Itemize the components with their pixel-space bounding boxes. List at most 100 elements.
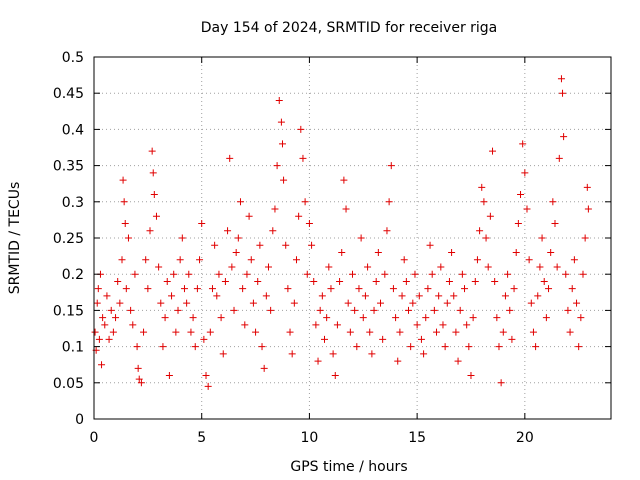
data-point bbox=[381, 270, 389, 278]
grid-lines bbox=[94, 57, 611, 419]
data-point bbox=[342, 205, 350, 213]
data-point bbox=[493, 314, 501, 322]
data-point bbox=[219, 350, 227, 358]
data-point bbox=[450, 292, 458, 300]
data-point bbox=[439, 321, 447, 329]
data-point bbox=[504, 270, 512, 278]
data-point bbox=[540, 277, 548, 285]
data-point bbox=[359, 314, 367, 322]
data-point bbox=[215, 270, 223, 278]
data-point bbox=[340, 176, 348, 184]
data-point bbox=[277, 118, 285, 126]
data-point bbox=[208, 285, 216, 293]
data-point bbox=[245, 212, 253, 220]
data-point bbox=[185, 270, 193, 278]
data-point bbox=[278, 140, 286, 148]
chart-title: Day 154 of 2024, SRMTID for receiver rig… bbox=[201, 20, 498, 36]
data-point bbox=[549, 198, 557, 206]
data-point bbox=[267, 306, 275, 314]
data-point bbox=[148, 147, 156, 155]
data-point bbox=[254, 277, 262, 285]
data-point bbox=[189, 314, 197, 322]
data-point bbox=[456, 306, 464, 314]
y-tick-label: 0 bbox=[75, 412, 84, 428]
data-point bbox=[163, 277, 171, 285]
data-point bbox=[392, 314, 400, 322]
data-point bbox=[517, 191, 525, 199]
data-point bbox=[575, 343, 583, 351]
data-point bbox=[394, 357, 402, 365]
x-tick-label: 0 bbox=[90, 430, 99, 446]
data-point bbox=[241, 321, 249, 329]
data-point bbox=[297, 125, 305, 133]
data-point bbox=[389, 285, 397, 293]
data-point bbox=[109, 328, 117, 336]
data-point bbox=[411, 270, 419, 278]
data-point bbox=[243, 270, 251, 278]
data-point bbox=[323, 314, 331, 322]
data-point bbox=[514, 220, 522, 228]
data-point bbox=[458, 270, 466, 278]
data-point bbox=[99, 314, 107, 322]
data-point bbox=[98, 361, 106, 369]
data-point bbox=[407, 343, 415, 351]
data-point bbox=[198, 220, 206, 228]
data-point bbox=[93, 299, 101, 307]
data-point bbox=[292, 256, 300, 264]
data-point bbox=[336, 277, 344, 285]
data-point bbox=[448, 248, 456, 256]
data-point bbox=[555, 154, 563, 162]
data-point bbox=[527, 299, 535, 307]
data-point bbox=[379, 335, 387, 343]
y-tick-label: 0.2 bbox=[62, 267, 84, 283]
data-point bbox=[202, 372, 210, 380]
data-point bbox=[508, 335, 516, 343]
data-point bbox=[172, 328, 180, 336]
data-point bbox=[534, 292, 542, 300]
data-point bbox=[174, 306, 182, 314]
data-point bbox=[305, 220, 313, 228]
data-point bbox=[200, 335, 208, 343]
data-point bbox=[121, 220, 129, 228]
x-tick-label: 20 bbox=[516, 430, 534, 446]
data-point bbox=[557, 75, 565, 83]
data-point bbox=[417, 335, 425, 343]
data-point bbox=[142, 256, 150, 264]
data-point bbox=[112, 314, 120, 322]
data-point bbox=[486, 212, 494, 220]
data-point bbox=[532, 343, 540, 351]
data-point bbox=[577, 314, 585, 322]
data-point bbox=[310, 277, 318, 285]
data-point bbox=[441, 343, 449, 351]
data-point bbox=[155, 263, 163, 271]
data-point bbox=[583, 183, 591, 191]
data-point bbox=[269, 227, 277, 235]
data-point bbox=[140, 328, 148, 336]
data-point bbox=[314, 357, 322, 365]
data-point bbox=[547, 248, 555, 256]
data-point bbox=[217, 314, 225, 322]
data-point bbox=[290, 299, 298, 307]
y-axis-label: SRMTID / TECUs bbox=[7, 182, 23, 295]
data-point bbox=[131, 270, 139, 278]
y-tick-label: 0.1 bbox=[62, 340, 84, 356]
data-point bbox=[161, 314, 169, 322]
data-point bbox=[211, 241, 219, 249]
data-point bbox=[346, 328, 354, 336]
data-point bbox=[116, 299, 124, 307]
data-point bbox=[420, 350, 428, 358]
data-point bbox=[521, 169, 529, 177]
data-point bbox=[400, 256, 408, 264]
data-point bbox=[454, 357, 462, 365]
data-point bbox=[355, 285, 363, 293]
data-point bbox=[118, 256, 126, 264]
data-point bbox=[402, 277, 410, 285]
data-point bbox=[559, 89, 567, 97]
data-point bbox=[562, 270, 570, 278]
data-point bbox=[473, 256, 481, 264]
data-point bbox=[91, 328, 99, 336]
data-point bbox=[512, 248, 520, 256]
data-point bbox=[409, 299, 417, 307]
y-tick-label: 0.15 bbox=[53, 303, 84, 319]
